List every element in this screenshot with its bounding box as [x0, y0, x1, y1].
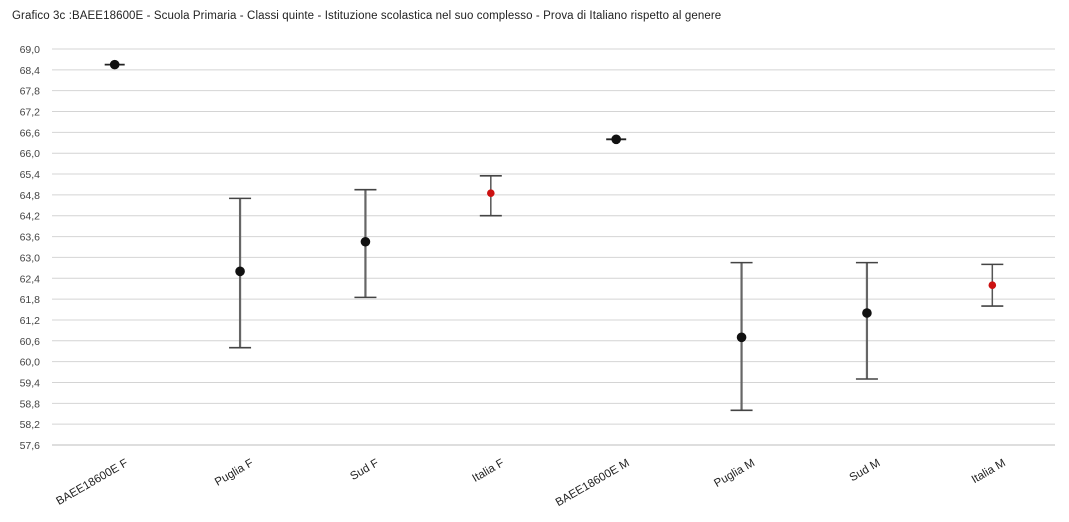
x-tick-label: Puglia F	[213, 457, 256, 488]
y-tick-label: 63,6	[20, 232, 41, 244]
grid-lines	[52, 48, 1055, 446]
x-tick-label: BAEE18600E M	[554, 457, 632, 509]
data-point	[109, 59, 120, 70]
y-tick-label: 58,8	[20, 398, 41, 410]
x-tick-label: Puglia M	[712, 457, 757, 490]
data-point	[611, 134, 621, 145]
data-point	[360, 236, 371, 247]
y-tick-label: 61,2	[20, 315, 41, 327]
y-tick-label: 60,6	[20, 336, 41, 348]
x-tick-label: BAEE18600E F	[54, 457, 130, 508]
y-tick-label: 60,0	[20, 357, 41, 369]
y-tick-label: 66,0	[20, 148, 41, 160]
x-tick-label: Sud F	[348, 457, 381, 483]
y-tick-label: 63,0	[20, 252, 41, 264]
y-tick-label: 57,6	[20, 440, 41, 452]
y-tick-label: 67,8	[20, 86, 41, 98]
y-tick-label: 66,6	[20, 127, 41, 139]
y-tick-label: 64,8	[20, 190, 41, 202]
error-bars	[104, 63, 1004, 412]
y-tick-label: 68,4	[20, 65, 41, 77]
y-tick-label: 69,0	[20, 44, 41, 56]
y-axis-ticks: 57,6 58,2 58,8 59,4 60,0 60,6 61,2 61,8 62,4 63,0…	[20, 44, 41, 452]
data-point	[235, 266, 245, 277]
x-tick-label: Italia M	[970, 457, 1008, 486]
y-tick-label: 65,4	[20, 169, 41, 181]
chart-title: Grafico 3c :BAEE18600E - Scuola Primaria…	[12, 10, 722, 22]
y-tick-label: 67,2	[20, 107, 41, 119]
x-axis-ticks: BAEE18600E F Puglia F Sud F Italia F BAEE186…	[54, 457, 1007, 509]
data-points	[109, 59, 997, 343]
y-tick-label: 59,4	[20, 377, 41, 389]
x-tick-label: Sud M	[848, 457, 883, 484]
data-point	[736, 332, 747, 343]
data-point	[988, 281, 997, 290]
y-tick-label: 62,4	[20, 273, 41, 285]
data-point	[487, 189, 495, 197]
data-point	[862, 308, 872, 318]
y-tick-label: 58,2	[20, 419, 41, 431]
y-tick-label: 64,2	[20, 211, 41, 223]
y-tick-label: 61,8	[20, 294, 41, 306]
x-tick-label: Italia F	[470, 457, 506, 485]
